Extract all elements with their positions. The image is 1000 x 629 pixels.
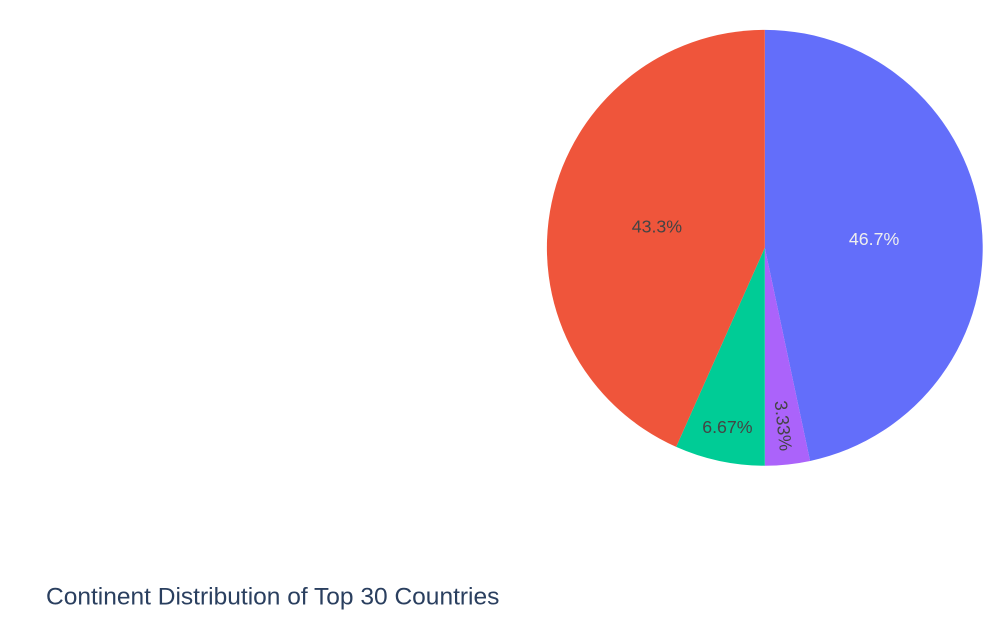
svg-text:6.67%: 6.67%: [702, 417, 753, 437]
svg-text:Continent Distribution of Top: Continent Distribution of Top 30 Countri…: [46, 583, 499, 610]
svg-text:46.7%: 46.7%: [849, 229, 900, 249]
svg-text:43.3%: 43.3%: [632, 217, 683, 237]
